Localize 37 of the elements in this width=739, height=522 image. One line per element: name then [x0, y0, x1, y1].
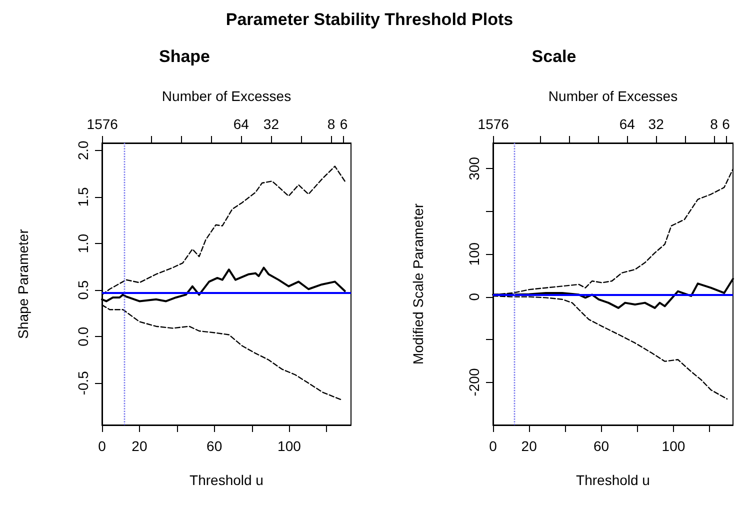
chart-title: Shape: [158, 47, 210, 66]
x2-tick-label: 32: [263, 116, 280, 132]
chart-title: Scale: [532, 47, 576, 66]
x2-tick-label: 6: [722, 116, 730, 132]
y-tick-label: 1.0: [75, 234, 91, 254]
x2-tick-label: 6: [340, 116, 348, 132]
y-tick-label: 0.0: [75, 326, 91, 346]
x-tick-label: 60: [593, 438, 610, 454]
x-tick-label: 0: [98, 438, 106, 454]
x-tick-label: 60: [206, 438, 222, 454]
y-tick-label: -0.5: [75, 370, 91, 396]
x2-tick-label: 1576: [86, 116, 118, 132]
y-tick-label: 0: [466, 292, 482, 301]
x2-axis-title: Number of Excesses: [548, 88, 678, 104]
y-tick-label: 1.5: [75, 187, 91, 207]
x-tick-label: 100: [278, 438, 302, 454]
y-tick-label: 300: [466, 156, 482, 180]
x-tick-label: 20: [521, 438, 538, 454]
x-tick-label: 0: [489, 438, 498, 454]
y-tick-label: 0.5: [75, 280, 91, 300]
y-axis-title: Shape Parameter: [15, 228, 31, 339]
x2-axis-title: Number of Excesses: [162, 88, 292, 104]
x-tick-label: 20: [132, 438, 148, 454]
text: Parameter Stability Threshold Plots: [224, 10, 514, 30]
x-axis-title: Threshold u: [576, 472, 650, 488]
x2-tick-label: 32: [648, 116, 664, 132]
x-axis-title: Threshold u: [190, 472, 264, 488]
x2-tick-label: 8: [710, 116, 718, 132]
x2-tick-label: 8: [327, 116, 336, 132]
x2-tick-label: 1576: [478, 116, 510, 132]
y-axis-title: Modified Scale Parameter: [410, 203, 426, 365]
x2-tick-label: 64: [233, 116, 250, 132]
x-tick-label: 100: [662, 438, 686, 454]
y-tick-label: 2.0: [75, 140, 91, 160]
x2-tick-label: 64: [619, 116, 636, 132]
y-tick-label: 100: [466, 242, 482, 266]
y-tick-label: -200: [466, 368, 482, 396]
